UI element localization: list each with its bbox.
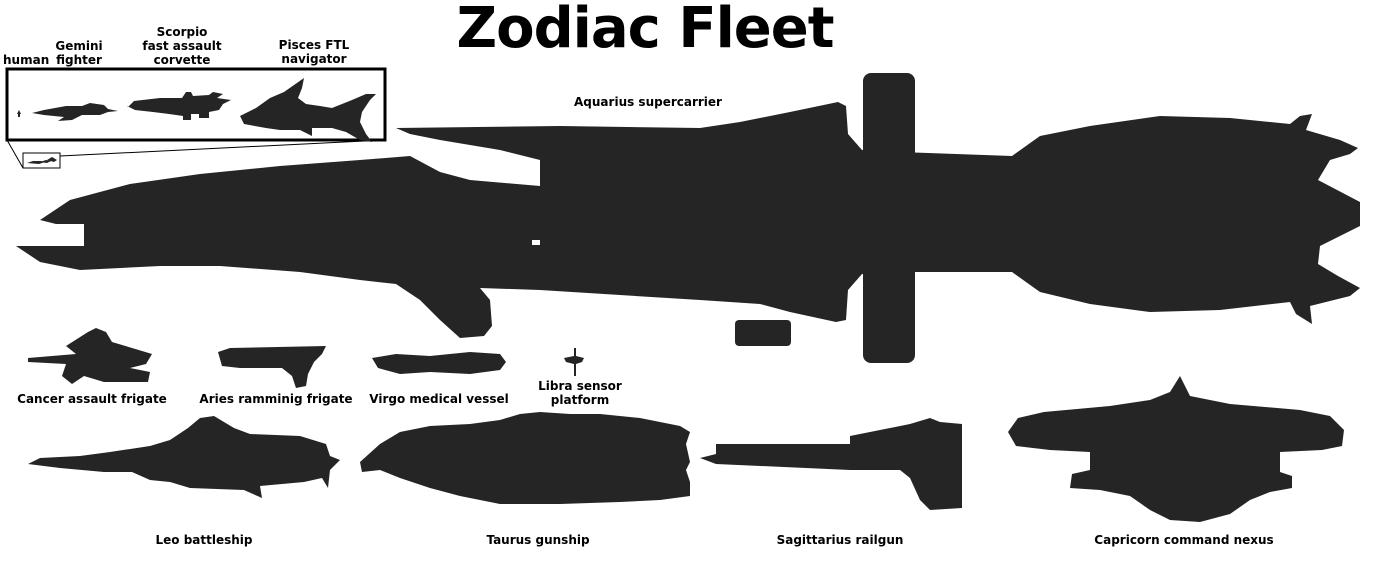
capricorn-label: Capricorn command nexus — [1094, 533, 1274, 547]
scorpio-label: Scorpio fast assault corvette — [142, 25, 222, 67]
human-label: human — [3, 53, 50, 67]
libra-label: Libra sensor platform — [538, 379, 622, 407]
capricorn-silhouette — [1008, 376, 1344, 522]
taurus-silhouette — [360, 412, 690, 504]
sagittarius-label: Sagittarius railgun — [776, 533, 904, 547]
aquarius-label: Aquarius supercarrier — [574, 95, 722, 109]
pisces-silhouette — [240, 78, 376, 142]
virgo-label: Virgo medical vessel — [369, 392, 509, 406]
page-title: Zodiac Fleet — [456, 0, 834, 61]
aquarius-silhouette — [16, 73, 1360, 363]
taurus-label: Taurus gunship — [486, 533, 590, 547]
cancer-silhouette — [28, 328, 152, 384]
leo-label: Leo battleship — [155, 533, 253, 547]
scorpio-silhouette — [127, 92, 231, 120]
gemini-silhouette — [32, 103, 118, 121]
leo-silhouette — [28, 416, 340, 498]
pisces-label: Pisces FTL navigator — [278, 38, 350, 66]
libra-silhouette — [564, 348, 584, 376]
human-silhouette — [17, 110, 21, 117]
cancer-label: Cancer assault frigate — [17, 392, 167, 406]
aries-silhouette — [218, 346, 326, 388]
virgo-silhouette — [372, 352, 506, 374]
gemini-label: Gemini fighter — [55, 39, 103, 67]
aries-label: Aries ramminig frigate — [199, 392, 353, 406]
sagittarius-silhouette — [700, 418, 962, 510]
inset-box — [5, 67, 387, 169]
